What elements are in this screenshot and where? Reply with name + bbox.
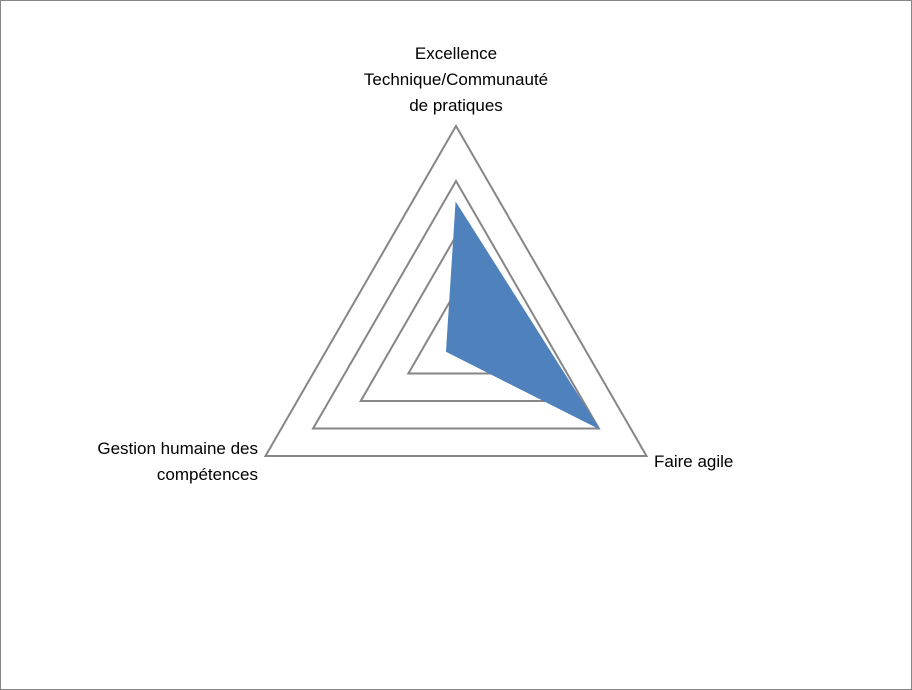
grid-ring-4: [263, 123, 649, 457]
axis-label-0: Excellence Technique/Communauté de pratiqu…: [364, 44, 548, 115]
axis-label-line: de pratiques: [409, 96, 503, 115]
grid-ring-3: [311, 178, 601, 430]
axis-label-line: Gestion humaine des: [97, 439, 258, 458]
axis-label-2: Gestion humaine des compétences: [97, 439, 258, 484]
axis-label-line: Technique/Communauté: [364, 70, 548, 89]
axis-label-1: Faire agile: [654, 452, 733, 471]
series-area-0: [445, 201, 601, 430]
axis-label-line: Excellence: [415, 44, 497, 63]
axis-label-line: Faire agile: [654, 452, 733, 471]
axis-label-line: compétences: [157, 465, 258, 484]
